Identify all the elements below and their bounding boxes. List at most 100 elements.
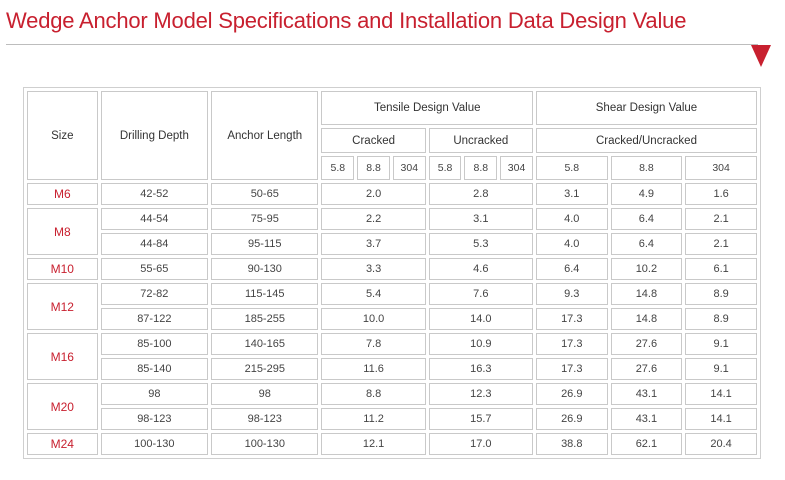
table-row: M20 98 98 8.8 12.3 26.9 43.1 14.1 — [27, 383, 757, 430]
table-row: M8 44-54 75-95 2.2 3.1 4.0 6.4 2.1 — [27, 208, 757, 255]
grade-header: 5.8 — [321, 156, 355, 180]
size-cell: M6 — [27, 183, 98, 205]
grade-header: 8.8 — [357, 156, 390, 180]
anchor-length-cell: 98 — [211, 383, 319, 405]
shear-8-8-cell: 6.4 — [610, 233, 683, 255]
tensile-uncracked-cell: 15.7 — [428, 408, 533, 430]
tensile-cracked-cell: 3.7 — [321, 233, 426, 255]
drilling-depth-cell: 44-54 — [100, 208, 209, 230]
shear-5-8-cell: 4.0 — [535, 208, 608, 230]
tensile-uncracked-cell: 3.1 — [428, 208, 533, 230]
header-tensile-design-value: Tensile Design Value — [321, 91, 533, 125]
header-size: Size — [27, 91, 98, 180]
anchor-length-cell: 115-145 — [211, 283, 319, 305]
title-divider — [6, 44, 758, 45]
table-row: M12 72-82 115-145 5.4 7.6 9.3 14.8 8.9 — [27, 283, 757, 330]
header-uncracked: Uncracked — [428, 128, 533, 153]
tensile-cracked-cell: 2.2 — [321, 208, 426, 230]
shear-8-8-cell: 14.8 — [610, 308, 683, 330]
tensile-cracked-cell: 12.1 — [321, 433, 426, 455]
anchor-length-cell: 185-255 — [211, 308, 319, 330]
size-cell: M16 — [27, 333, 98, 380]
anchor-length-cell: 140-165 — [211, 333, 319, 355]
shear-8-8-cell: 62.1 — [610, 433, 683, 455]
anchor-length-cell: 95-115 — [211, 233, 319, 255]
tensile-cracked-cell: 11.2 — [321, 408, 426, 430]
shear-8-8-cell: 27.6 — [610, 333, 683, 355]
grade-header: 304 — [685, 156, 757, 180]
header-cracked-uncracked: Cracked/Uncracked — [535, 128, 757, 153]
shear-5-8-cell: 17.3 — [535, 333, 608, 355]
table-row: 98-123 98-123 11.2 15.7 26.9 43.1 14.1 — [27, 408, 757, 430]
shear-5-8-cell: 4.0 — [535, 233, 608, 255]
table-row: 44-84 95-115 3.7 5.3 4.0 6.4 2.1 — [27, 233, 757, 255]
tensile-uncracked-cell: 4.6 — [428, 258, 533, 280]
header-anchor-length: Anchor Length — [211, 91, 319, 180]
drilling-depth-cell: 55-65 — [100, 258, 209, 280]
tensile-cracked-cell: 10.0 — [321, 308, 426, 330]
shear-5-8-cell: 38.8 — [535, 433, 608, 455]
size-cell: M10 — [27, 258, 98, 280]
shear-5-8-cell: 17.3 — [535, 308, 608, 330]
drilling-depth-cell: 98-123 — [100, 408, 209, 430]
tensile-uncracked-cell: 2.8 — [428, 183, 533, 205]
shear-5-8-cell: 26.9 — [535, 408, 608, 430]
header-drilling-depth: Drilling Depth — [100, 91, 209, 180]
drilling-depth-cell: 98 — [100, 383, 209, 405]
shear-8-8-cell: 14.8 — [610, 283, 683, 305]
shear-304-cell: 20.4 — [685, 433, 757, 455]
grade-header: 8.8 — [610, 156, 683, 180]
size-cell: M8 — [27, 208, 98, 255]
shear-304-cell: 2.1 — [685, 208, 757, 230]
shear-304-cell: 9.1 — [685, 333, 757, 355]
shear-304-cell: 1.6 — [685, 183, 757, 205]
shear-5-8-cell: 17.3 — [535, 358, 608, 380]
tensile-uncracked-cell: 17.0 — [428, 433, 533, 455]
tensile-uncracked-cell: 7.6 — [428, 283, 533, 305]
anchor-length-cell: 100-130 — [211, 433, 319, 455]
tensile-cracked-cell: 8.8 — [321, 383, 426, 405]
tensile-cracked-cell: 5.4 — [321, 283, 426, 305]
shear-304-cell: 8.9 — [685, 283, 757, 305]
grade-header: 8.8 — [464, 156, 498, 180]
anchor-length-cell: 90-130 — [211, 258, 319, 280]
shear-5-8-cell: 9.3 — [535, 283, 608, 305]
drilling-depth-cell: 100-130 — [100, 433, 209, 455]
shear-5-8-cell: 26.9 — [535, 383, 608, 405]
grade-header: 304 — [392, 156, 426, 180]
shear-8-8-cell: 10.2 — [610, 258, 683, 280]
shear-5-8-cell: 6.4 — [535, 258, 608, 280]
shear-304-cell: 8.9 — [685, 308, 757, 330]
tensile-cracked-cell: 11.6 — [321, 358, 426, 380]
drilling-depth-cell: 44-84 — [100, 233, 209, 255]
table-row: M6 42-52 50-65 2.0 2.8 3.1 4.9 1.6 — [27, 183, 757, 205]
tensile-uncracked-cell: 12.3 — [428, 383, 533, 405]
table-row: M16 85-100 140-165 7.8 10.9 17.3 27.6 9.… — [27, 333, 757, 380]
grade-header: 304 — [500, 156, 533, 180]
shear-304-cell: 14.1 — [685, 383, 757, 405]
anchor-length-cell: 50-65 — [211, 183, 319, 205]
tensile-uncracked-cell: 14.0 — [428, 308, 533, 330]
specifications-table: Size Drilling Depth Anchor Length Tensil… — [23, 87, 761, 459]
shear-8-8-cell: 43.1 — [610, 408, 683, 430]
anchor-length-cell: 215-295 — [211, 358, 319, 380]
header-shear-design-value: Shear Design Value — [535, 91, 757, 125]
drilling-depth-cell: 87-122 — [100, 308, 209, 330]
drilling-depth-cell: 85-100 — [100, 333, 209, 355]
drilling-depth-cell: 42-52 — [100, 183, 209, 205]
tensile-cracked-cell: 3.3 — [321, 258, 426, 280]
shear-8-8-cell: 43.1 — [610, 383, 683, 405]
anchor-length-cell: 98-123 — [211, 408, 319, 430]
drilling-depth-cell: 72-82 — [100, 283, 209, 305]
drilling-depth-cell: 85-140 — [100, 358, 209, 380]
shear-8-8-cell: 4.9 — [610, 183, 683, 205]
tensile-uncracked-cell: 5.3 — [428, 233, 533, 255]
table-row: 85-140 215-295 11.6 16.3 17.3 27.6 9.1 — [27, 358, 757, 380]
shear-8-8-cell: 6.4 — [610, 208, 683, 230]
size-cell: M20 — [27, 383, 98, 430]
grade-header: 5.8 — [428, 156, 462, 180]
anchor-length-cell: 75-95 — [211, 208, 319, 230]
shear-304-cell: 6.1 — [685, 258, 757, 280]
header-cracked: Cracked — [321, 128, 426, 153]
size-cell: M12 — [27, 283, 98, 330]
